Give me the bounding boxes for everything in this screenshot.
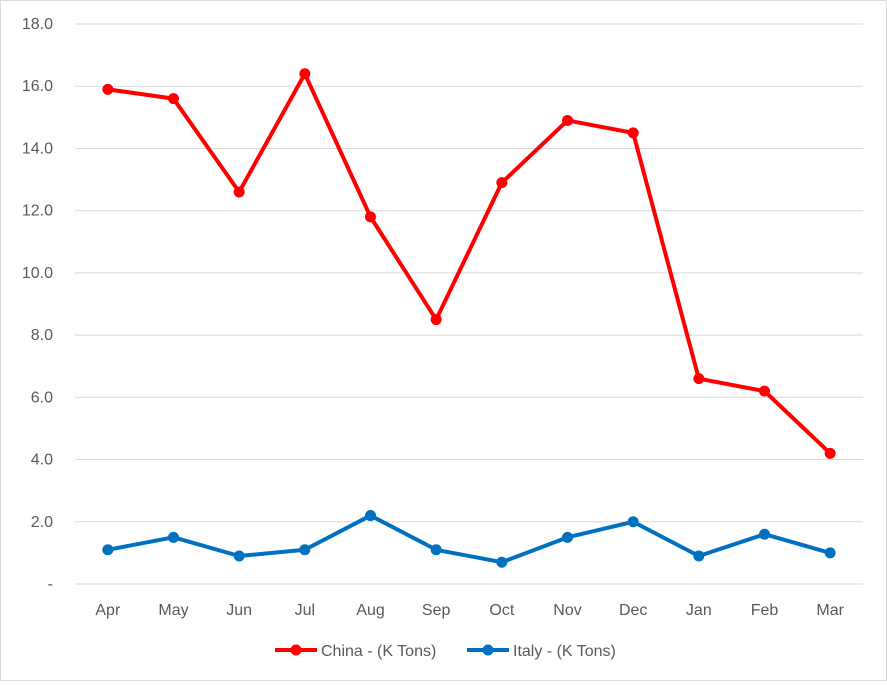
x-tick-label: Jul (295, 602, 315, 619)
legend-entry-italy: Italy - (K Tons) (467, 643, 616, 660)
data-point-italy (102, 544, 114, 556)
x-tick-label: Jun (226, 602, 252, 619)
series-china (102, 68, 836, 459)
data-point-italy (365, 510, 376, 522)
data-point-china (496, 177, 508, 189)
data-point-italy (168, 531, 179, 543)
x-tick-label: Sep (422, 602, 451, 619)
data-point-italy (496, 556, 508, 568)
y-tick-label: 12.0 (22, 203, 53, 220)
series-italy (102, 510, 836, 568)
x-tick-label: May (158, 602, 188, 619)
x-tick-label: Oct (489, 602, 514, 619)
y-tick-label: - (48, 576, 53, 593)
data-point-china (759, 385, 770, 397)
data-point-italy (430, 544, 442, 556)
data-point-china (430, 314, 442, 326)
data-point-china (233, 186, 245, 198)
x-tick-label: Dec (619, 602, 647, 619)
data-point-china (299, 68, 311, 80)
series-lines (102, 68, 836, 568)
x-axis-tick-labels: Apr May Jun Jul Aug Sep Oct Nov Dec Jan Feb Mar (95, 602, 844, 619)
y-tick-label: 14.0 (22, 140, 53, 157)
y-tick-label: 6.0 (31, 389, 53, 406)
x-tick-label: Mar (816, 602, 844, 619)
data-point-italy (627, 516, 639, 528)
legend-entry-china: China - (K Tons) (275, 643, 436, 660)
x-tick-label: Feb (751, 602, 779, 619)
data-point-china (102, 83, 114, 95)
x-tick-label: Jan (686, 602, 712, 619)
data-point-china (693, 373, 705, 385)
series-line-china (105, 71, 833, 456)
data-point-china (562, 114, 573, 126)
legend: China - (K Tons) Italy - (K Tons) (275, 643, 616, 660)
data-point-italy (562, 531, 573, 543)
x-tick-label: Apr (95, 602, 121, 619)
data-point-china (824, 447, 836, 459)
legend-label: China - (K Tons) (321, 643, 436, 660)
y-tick-label: 8.0 (31, 327, 53, 344)
data-point-china (627, 127, 639, 139)
data-point-italy (233, 550, 245, 562)
gridlines (75, 23, 863, 585)
data-point-china (168, 93, 179, 105)
series-line-italy (105, 513, 833, 565)
legend-swatch-marker (290, 644, 302, 656)
legend-label: Italy - (K Tons) (513, 643, 616, 660)
data-point-italy (299, 544, 311, 556)
y-tick-label: 18.0 (22, 16, 53, 33)
y-axis-tick-labels: - 2.0 4.0 6.0 8.0 10.0 12.0 14.0 16.0 18.0 (22, 16, 53, 593)
x-tick-label: Nov (553, 602, 581, 619)
x-tick-label: Aug (356, 602, 384, 619)
y-tick-label: 16.0 (22, 78, 53, 95)
data-point-italy (759, 528, 770, 540)
y-tick-label: 10.0 (22, 265, 53, 282)
y-tick-label: 2.0 (31, 514, 53, 531)
y-tick-label: 4.0 (31, 452, 53, 469)
data-point-italy (824, 547, 836, 559)
data-point-china (365, 211, 376, 223)
data-point-italy (693, 550, 705, 562)
legend-swatch-marker (482, 644, 494, 656)
